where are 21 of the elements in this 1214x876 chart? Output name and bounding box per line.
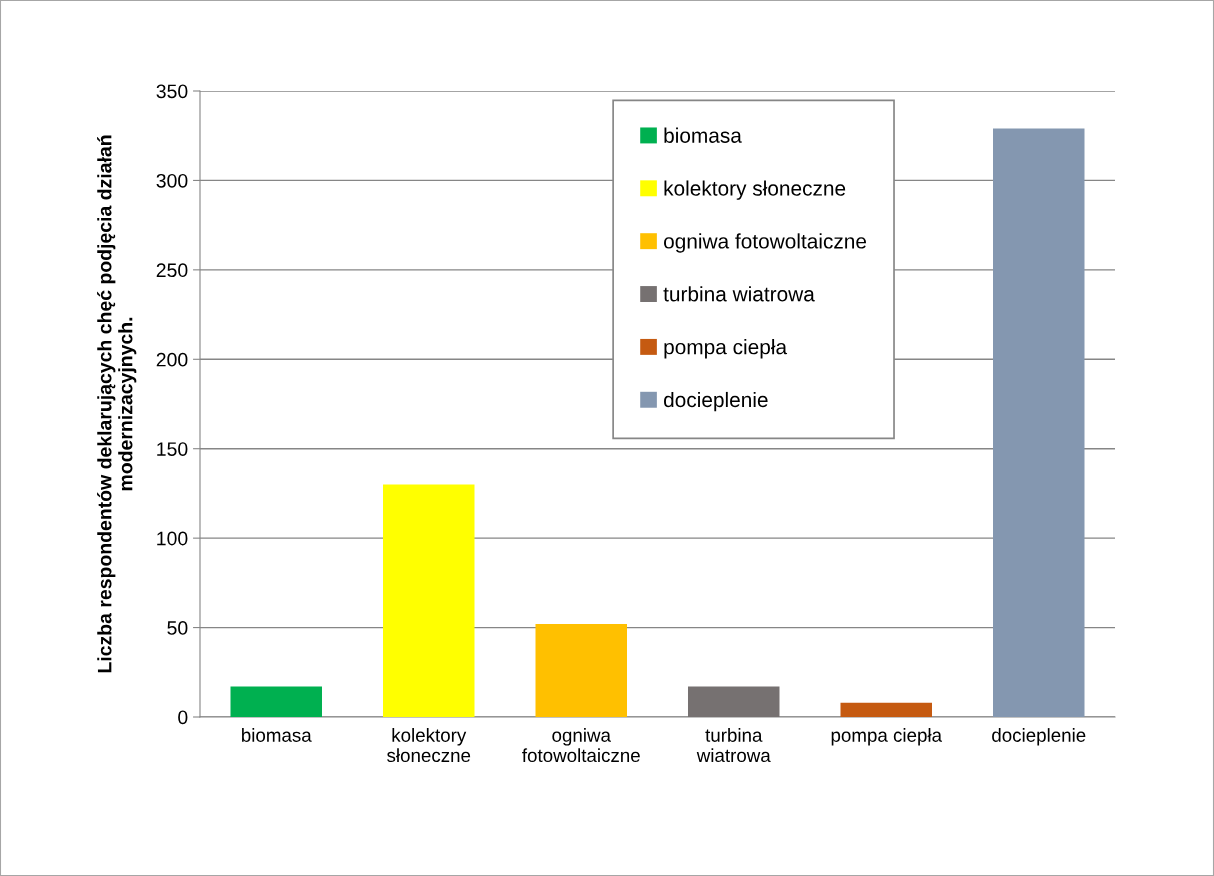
- y-tick-label: 200: [156, 352, 188, 367]
- legend-label: biomasa: [664, 127, 742, 143]
- x-tick-label: turbina wiatrowa: [696, 728, 771, 763]
- x-tick-label: pompa ciepła: [831, 728, 943, 746]
- x-tick-label: biomasa: [242, 728, 312, 742]
- x-tick-label: docieplenie: [992, 728, 1086, 746]
- y-tick-label: 350: [156, 84, 188, 99]
- legend-label: docieplenie: [664, 391, 768, 412]
- legend-label: pompa ciepła: [664, 339, 788, 359]
- x-tick-label: kolektory słoneczne: [387, 728, 471, 763]
- x-tick-label: ogniwa fotowoltaiczne: [522, 728, 640, 763]
- legend-label: kolektory słoneczne: [664, 180, 846, 200]
- legend-label: ogniwa fotowoltaiczne: [664, 233, 867, 253]
- y-tick-label: 250: [156, 263, 188, 278]
- y-axis-title: Liczba respondentów deklarujących chęć podjęcia działań modernizacyjnych.: [97, 135, 137, 673]
- y-tick-label: 300: [156, 173, 188, 188]
- y-tick-label: 0: [178, 710, 188, 725]
- y-tick-label: 50: [167, 621, 188, 635]
- y-tick-label: 150: [157, 442, 188, 456]
- y-tick-label: 100: [157, 531, 188, 546]
- legend-label: turbina wiatrowa: [663, 286, 815, 302]
